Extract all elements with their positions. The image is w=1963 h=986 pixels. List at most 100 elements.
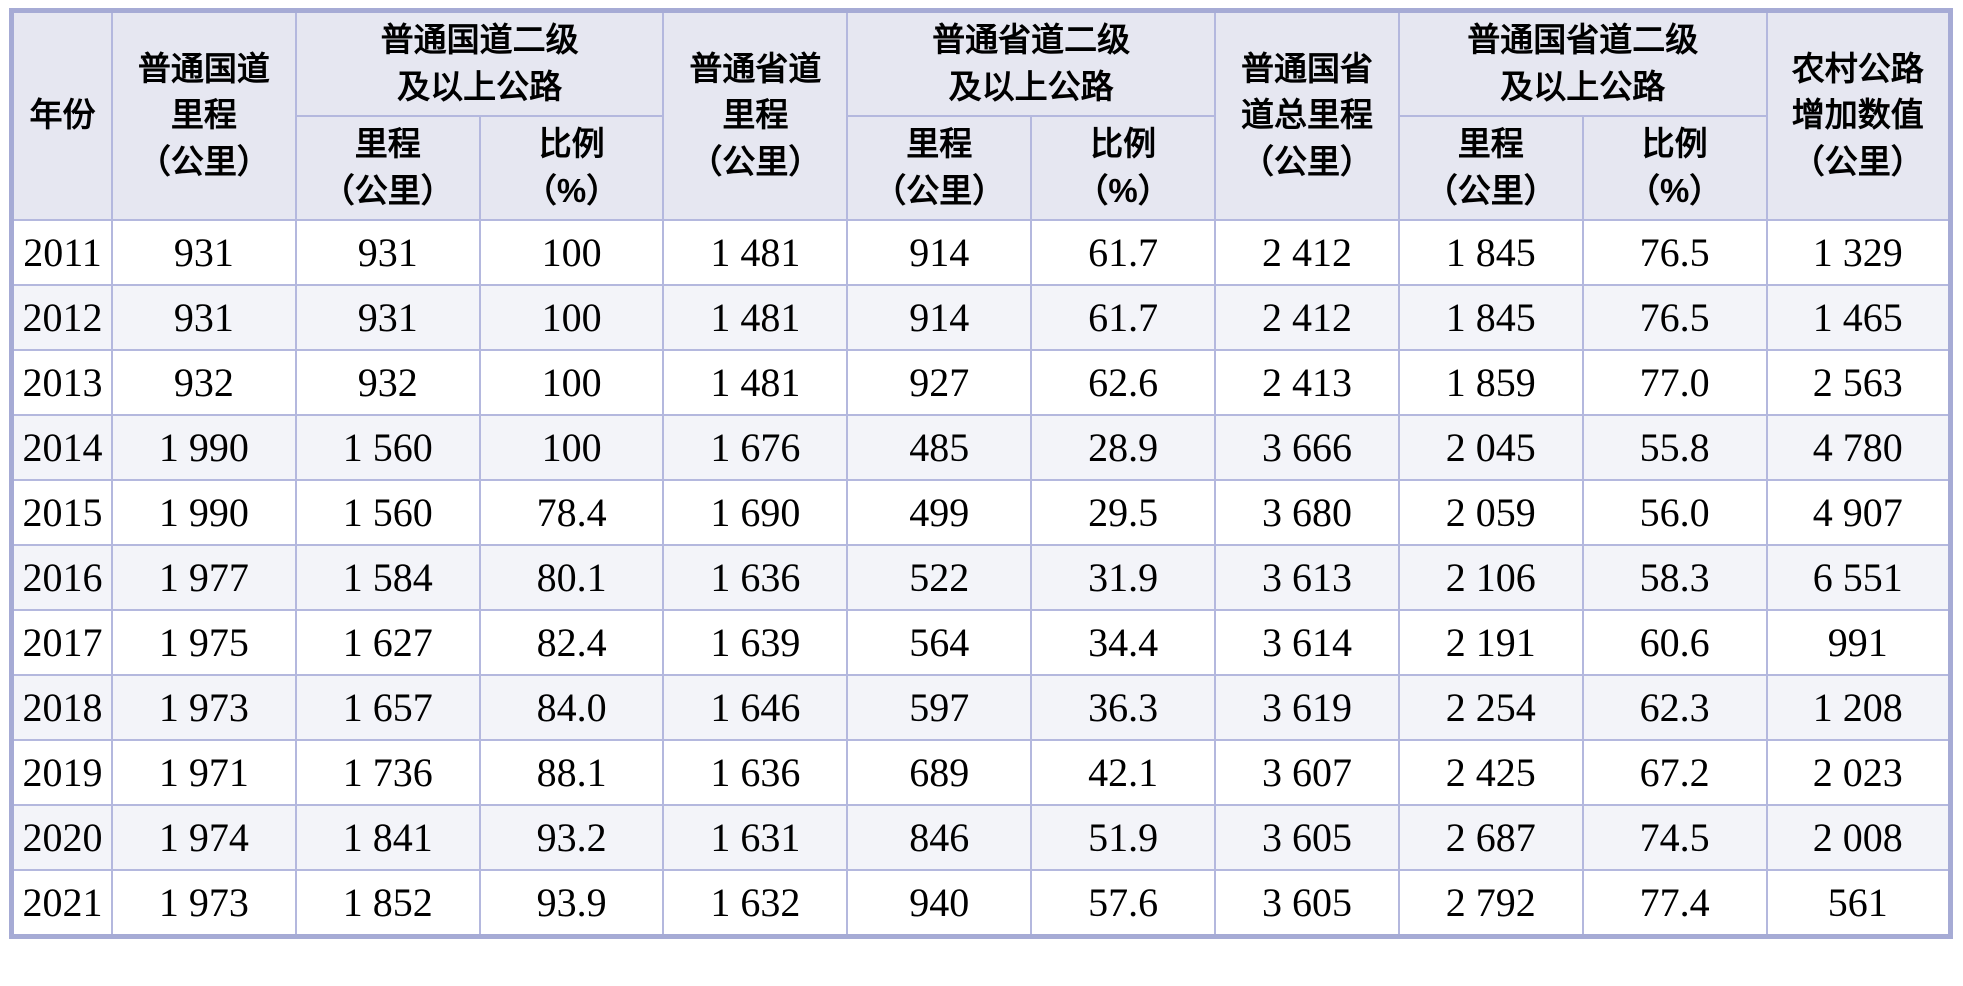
value-cell: 57.6 — [1030, 868, 1217, 938]
value-cell: 1 990 — [110, 478, 297, 546]
value-cell: 82.4 — [478, 608, 665, 676]
value-cell: 1 845 — [1397, 218, 1584, 286]
value-cell: 77.4 — [1581, 868, 1768, 938]
header-year: 年份 — [10, 9, 113, 221]
value-cell: 55.8 — [1581, 413, 1768, 481]
value-cell: 1 971 — [110, 738, 297, 806]
table-row: 2011 931 931 100 1 481 914 61.7 2 412 1 845 76.5 1… — [10, 218, 1952, 286]
year-cell: 2019 — [10, 738, 113, 806]
table-row: 2021 1 973 1 852 93.9 1 632 940 57.6 3 605 2 792… — [10, 868, 1952, 938]
value-cell: 931 — [110, 283, 297, 351]
value-cell: 60.6 — [1581, 608, 1768, 676]
header-group-total-class2: 普通国省道二级 及以上公路 — [1397, 9, 1768, 117]
table-body: 2011 931 931 100 1 481 914 61.7 2 412 1 845 76.5 1… — [10, 218, 1952, 938]
value-cell: 74.5 — [1581, 803, 1768, 871]
table-row: 2016 1 977 1 584 80.1 1 636 522 31.9 3 613 2 106… — [10, 543, 1952, 611]
value-cell: 2 792 — [1397, 868, 1584, 938]
year-cell: 2017 — [10, 608, 113, 676]
table-row: 2018 1 973 1 657 84.0 1 646 597 36.3 3 619 2 254… — [10, 673, 1952, 741]
value-cell: 485 — [846, 413, 1033, 481]
value-cell: 67.2 — [1581, 738, 1768, 806]
value-cell: 1 636 — [662, 543, 849, 611]
table-container: 年份 普通国道 里程 （公里） 普通国道二级 及以上公路 普通省道 里程 （公里… — [9, 8, 1953, 939]
value-cell: 4 907 — [1765, 478, 1952, 546]
table-row: 2020 1 974 1 841 93.2 1 631 846 51.9 3 605 2 687… — [10, 803, 1952, 871]
value-cell: 2 412 — [1214, 218, 1400, 286]
value-cell: 58.3 — [1581, 543, 1768, 611]
subheader-national-mileage: 里程 （公里） — [294, 114, 481, 221]
year-cell: 2018 — [10, 673, 113, 741]
road-statistics-table: 年份 普通国道 里程 （公里） 普通国道二级 及以上公路 普通省道 里程 （公里… — [9, 8, 1953, 939]
subheader-provincial-mileage: 里程 （公里） — [846, 114, 1033, 221]
year-cell: 2020 — [10, 803, 113, 871]
subheader-total-ratio: 比例 （%） — [1581, 114, 1768, 221]
value-cell: 931 — [294, 218, 481, 286]
value-cell: 56.0 — [1581, 478, 1768, 546]
value-cell: 2 045 — [1397, 413, 1584, 481]
header-rural-increase: 农村公路 增加数值 （公里） — [1765, 9, 1952, 221]
value-cell: 6 551 — [1765, 543, 1952, 611]
value-cell: 3 607 — [1214, 738, 1400, 806]
value-cell: 2 413 — [1214, 348, 1400, 416]
value-cell: 2 425 — [1397, 738, 1584, 806]
subheader-provincial-ratio: 比例 （%） — [1030, 114, 1217, 221]
value-cell: 3 613 — [1214, 543, 1400, 611]
value-cell: 914 — [846, 218, 1033, 286]
subheader-total-mileage: 里程 （公里） — [1397, 114, 1584, 221]
value-cell: 1 852 — [294, 868, 481, 938]
value-cell: 1 584 — [294, 543, 481, 611]
value-cell: 1 481 — [662, 218, 849, 286]
table-row: 2019 1 971 1 736 88.1 1 636 689 42.1 3 607 2 425… — [10, 738, 1952, 806]
value-cell: 1 676 — [662, 413, 849, 481]
value-cell: 29.5 — [1030, 478, 1217, 546]
value-cell: 564 — [846, 608, 1033, 676]
value-cell: 1 845 — [1397, 283, 1584, 351]
value-cell: 932 — [110, 348, 297, 416]
value-cell: 1 465 — [1765, 283, 1952, 351]
table-row: 2014 1 990 1 560 100 1 676 485 28.9 3 666 2 045 5… — [10, 413, 1952, 481]
header-national-mileage: 普通国道 里程 （公里） — [110, 9, 297, 221]
year-cell: 2015 — [10, 478, 113, 546]
table-row: 2017 1 975 1 627 82.4 1 639 564 34.4 3 614 2 191… — [10, 608, 1952, 676]
value-cell: 88.1 — [478, 738, 665, 806]
table-row: 2013 932 932 100 1 481 927 62.6 2 413 1 859 77.0 2… — [10, 348, 1952, 416]
value-cell: 1 975 — [110, 608, 297, 676]
value-cell: 1 736 — [294, 738, 481, 806]
value-cell: 2 687 — [1397, 803, 1584, 871]
value-cell: 1 208 — [1765, 673, 1952, 741]
value-cell: 1 977 — [110, 543, 297, 611]
year-cell: 2011 — [10, 218, 113, 286]
value-cell: 93.9 — [478, 868, 665, 938]
value-cell: 2 059 — [1397, 478, 1584, 546]
value-cell: 36.3 — [1030, 673, 1217, 741]
value-cell: 2 023 — [1765, 738, 1952, 806]
value-cell: 61.7 — [1030, 218, 1217, 286]
value-cell: 2 008 — [1765, 803, 1952, 871]
value-cell: 931 — [110, 218, 297, 286]
value-cell: 2 412 — [1214, 283, 1400, 351]
value-cell: 2 563 — [1765, 348, 1952, 416]
value-cell: 1 973 — [110, 868, 297, 938]
value-cell: 1 631 — [662, 803, 849, 871]
value-cell: 28.9 — [1030, 413, 1217, 481]
value-cell: 2 191 — [1397, 608, 1584, 676]
value-cell: 1 481 — [662, 348, 849, 416]
value-cell: 2 106 — [1397, 543, 1584, 611]
year-cell: 2016 — [10, 543, 113, 611]
value-cell: 51.9 — [1030, 803, 1217, 871]
value-cell: 927 — [846, 348, 1033, 416]
value-cell: 77.0 — [1581, 348, 1768, 416]
value-cell: 1 859 — [1397, 348, 1584, 416]
value-cell: 1 560 — [294, 478, 481, 546]
value-cell: 93.2 — [478, 803, 665, 871]
value-cell: 597 — [846, 673, 1033, 741]
header-provincial-mileage: 普通省道 里程 （公里） — [662, 9, 849, 221]
value-cell: 1 481 — [662, 283, 849, 351]
table-row: 2015 1 990 1 560 78.4 1 690 499 29.5 3 680 2 059… — [10, 478, 1952, 546]
value-cell: 1 636 — [662, 738, 849, 806]
year-cell: 2012 — [10, 283, 113, 351]
value-cell: 1 841 — [294, 803, 481, 871]
value-cell: 100 — [478, 283, 665, 351]
value-cell: 1 646 — [662, 673, 849, 741]
value-cell: 1 990 — [110, 413, 297, 481]
